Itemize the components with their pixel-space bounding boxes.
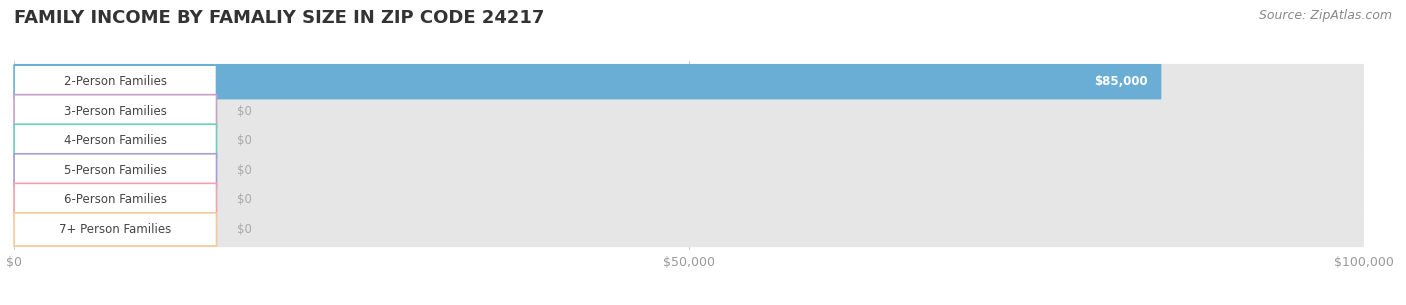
Text: $0: $0 — [236, 105, 252, 118]
Text: Source: ZipAtlas.com: Source: ZipAtlas.com — [1258, 9, 1392, 22]
Text: $0: $0 — [236, 164, 252, 177]
FancyBboxPatch shape — [14, 65, 217, 98]
Text: $85,000: $85,000 — [1094, 75, 1147, 88]
Text: 7+ Person Families: 7+ Person Families — [59, 223, 172, 236]
FancyBboxPatch shape — [14, 213, 217, 246]
Text: $0: $0 — [236, 134, 252, 147]
Text: 3-Person Families: 3-Person Families — [63, 105, 167, 118]
Text: 5-Person Families: 5-Person Families — [63, 164, 167, 177]
Text: FAMILY INCOME BY FAMALIY SIZE IN ZIP CODE 24217: FAMILY INCOME BY FAMALIY SIZE IN ZIP COD… — [14, 9, 544, 27]
FancyBboxPatch shape — [14, 123, 1364, 159]
Text: 2-Person Families: 2-Person Families — [63, 75, 167, 88]
FancyBboxPatch shape — [14, 152, 1364, 188]
FancyBboxPatch shape — [14, 95, 217, 128]
FancyBboxPatch shape — [14, 124, 217, 157]
FancyBboxPatch shape — [14, 94, 1364, 129]
FancyBboxPatch shape — [14, 183, 217, 217]
FancyBboxPatch shape — [14, 64, 1364, 99]
Text: 4-Person Families: 4-Person Families — [63, 134, 167, 147]
FancyBboxPatch shape — [14, 64, 1161, 99]
FancyBboxPatch shape — [14, 182, 1364, 217]
FancyBboxPatch shape — [14, 212, 1364, 247]
Text: $0: $0 — [236, 223, 252, 236]
FancyBboxPatch shape — [14, 154, 217, 187]
Text: 6-Person Families: 6-Person Families — [63, 193, 167, 206]
Text: $0: $0 — [236, 193, 252, 206]
